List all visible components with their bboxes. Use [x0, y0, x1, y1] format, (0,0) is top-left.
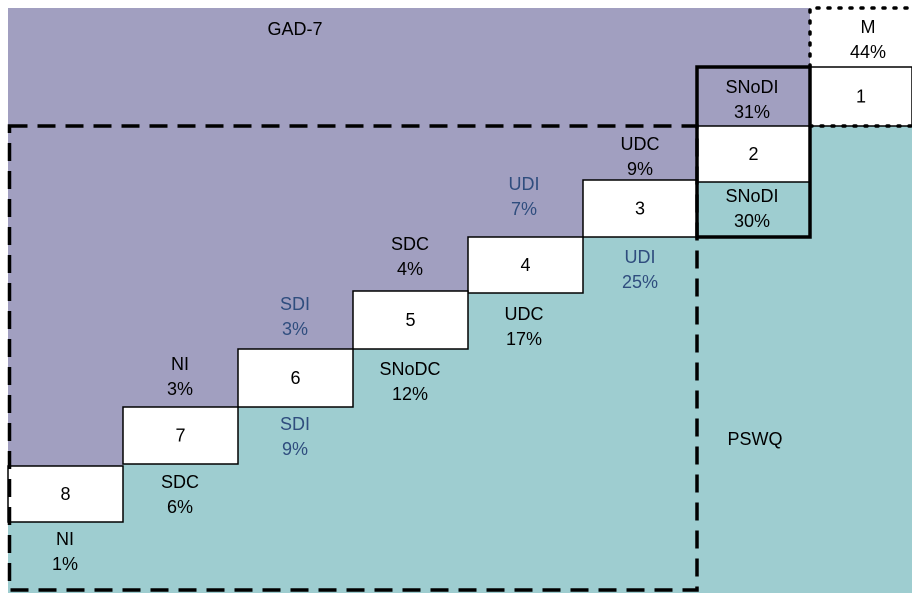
solid-frame — [695, 65, 812, 239]
annotation-value: 17% — [506, 329, 542, 349]
step-number: 6 — [290, 368, 300, 388]
annotation-name: SDC — [391, 234, 429, 254]
annotation-value: 31% — [734, 102, 770, 122]
annotation-value: 7% — [511, 199, 537, 219]
gad7-region — [8, 8, 810, 466]
step-box — [7, 465, 124, 523]
annotation-name: SNoDI — [725, 186, 778, 206]
annotation-name: NI — [56, 529, 74, 549]
annotation-name: NI — [171, 354, 189, 374]
step-box — [582, 179, 698, 238]
annotation-value: 30% — [734, 211, 770, 231]
annotation-value: 44% — [850, 42, 886, 62]
annotation-value: 25% — [622, 272, 658, 292]
annotation-name: SDI — [280, 294, 310, 314]
step-number: 1 — [856, 86, 866, 106]
step-box — [237, 348, 354, 408]
step-box — [467, 236, 584, 294]
step-box — [352, 290, 469, 350]
step-box — [809, 66, 912, 127]
region-label: PSWQ — [727, 429, 782, 449]
annotation-value: 1% — [52, 554, 78, 574]
annotation-value: 9% — [627, 159, 653, 179]
step-number: 5 — [405, 310, 415, 330]
annotation-name: UDI — [625, 247, 656, 267]
annotation-name: SDI — [280, 414, 310, 434]
step-box — [122, 406, 239, 465]
annotation-value: 12% — [392, 384, 428, 404]
annotation-value: 3% — [282, 319, 308, 339]
step-number: 8 — [60, 484, 70, 504]
annotation-value: 4% — [397, 259, 423, 279]
annotation-value: 9% — [282, 439, 308, 459]
step-number: 3 — [635, 198, 645, 218]
annotation-name: UDI — [509, 174, 540, 194]
annotation-name: M — [861, 17, 876, 37]
step-number: 4 — [520, 255, 530, 275]
step-number: 7 — [175, 425, 185, 445]
annotation-name: UDC — [621, 134, 660, 154]
dashed-frame — [7, 124, 699, 592]
annotation-name: SNoDI — [725, 77, 778, 97]
step-box — [696, 125, 811, 183]
annotation-name: UDC — [505, 304, 544, 324]
annotation-value: 3% — [167, 379, 193, 399]
step-number: 2 — [748, 144, 758, 164]
annotation-name: SDC — [161, 472, 199, 492]
region-label: GAD-7 — [267, 19, 322, 39]
annotation-value: 6% — [167, 497, 193, 517]
annotation-name: SNoDC — [379, 359, 440, 379]
